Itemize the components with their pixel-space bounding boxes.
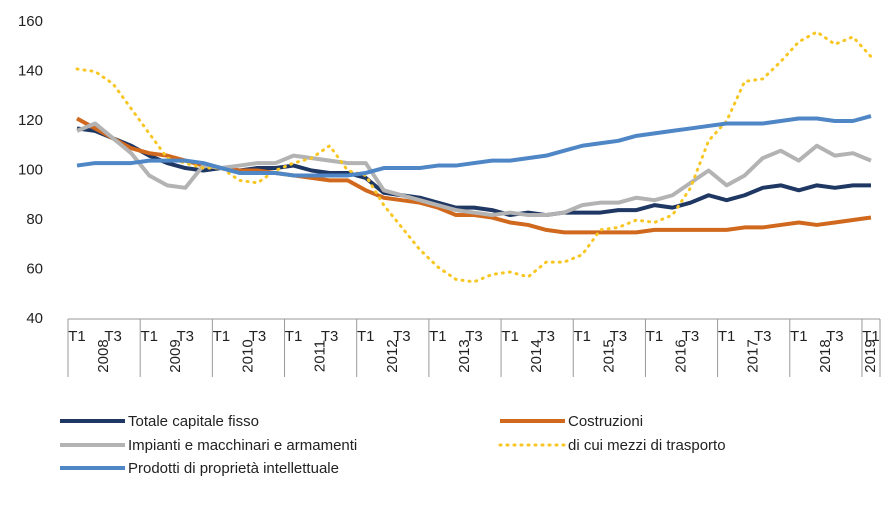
year-label: 2018 (817, 339, 834, 372)
legend-label: Totale capitale fisso (128, 413, 259, 430)
year-label: 2013 (456, 339, 473, 372)
x-tick-label: T1 (501, 328, 519, 345)
x-tick-label: T1 (68, 328, 86, 345)
x-tick-label: T1 (285, 328, 303, 345)
year-label: 2010 (239, 339, 256, 372)
x-tick-label: T1 (574, 328, 592, 345)
x-tick-label: T3 (610, 328, 628, 345)
year-label: 2016 (672, 339, 689, 372)
legend-label: Prodotti di proprietà intellettuale (128, 460, 339, 477)
y-tick-label: 140 (18, 62, 43, 79)
x-tick-label: T3 (393, 328, 411, 345)
legend-label: Impianti e macchinari e armamenti (128, 437, 357, 454)
y-tick-label: 160 (18, 13, 43, 30)
x-tick-label: T1 (718, 328, 736, 345)
x-tick-label: T3 (826, 328, 844, 345)
year-label: 2008 (95, 339, 112, 372)
x-tick-label: T1 (646, 328, 664, 345)
year-label: 2014 (528, 339, 545, 372)
x-tick-label: T3 (754, 328, 772, 345)
x-tick-label: T3 (249, 328, 267, 345)
year-label: 2017 (745, 339, 762, 372)
y-tick-label: 40 (26, 310, 43, 327)
x-tick-label: T3 (682, 328, 700, 345)
x-tick-label: T3 (537, 328, 555, 345)
x-tick-label: T3 (465, 328, 483, 345)
year-label: 2015 (600, 339, 617, 372)
y-tick-label: 100 (18, 161, 43, 178)
y-tick-label: 80 (26, 211, 43, 228)
x-tick-label: T3 (177, 328, 195, 345)
x-tick-label: T1 (862, 328, 880, 345)
x-tick-label: T3 (321, 328, 339, 345)
x-tick-label: T1 (357, 328, 375, 345)
y-tick-label: 60 (26, 260, 43, 277)
year-label: 2019 (862, 339, 879, 372)
legend-label: di cui mezzi di trasporto (568, 437, 726, 454)
x-tick-label: T1 (140, 328, 158, 345)
year-label: 2012 (384, 339, 401, 372)
x-tick-label: T1 (429, 328, 447, 345)
x-tick-label: T1 (790, 328, 808, 345)
year-label: 2011 (312, 340, 329, 372)
series-line (76, 126, 871, 218)
x-tick-label: T1 (213, 328, 231, 345)
series-line (75, 30, 873, 284)
x-tick-label: T3 (104, 328, 122, 345)
y-tick-label: 120 (18, 112, 43, 129)
year-label: 2009 (167, 339, 184, 372)
series-line (76, 114, 872, 178)
legend-label: Costruzioni (568, 413, 643, 430)
